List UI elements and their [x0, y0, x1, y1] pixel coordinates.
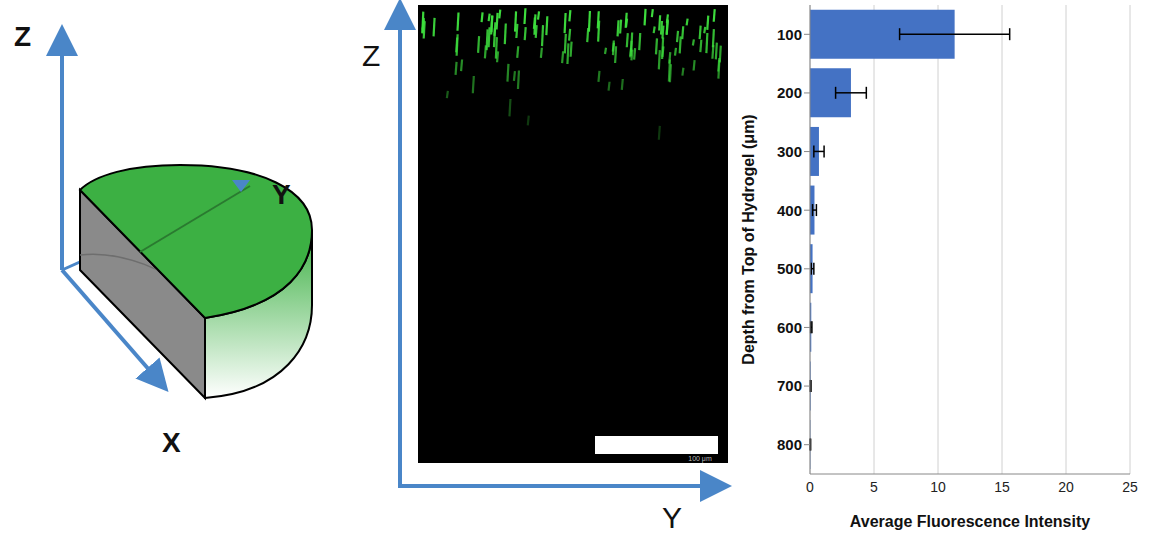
svg-text:200: 200 [777, 84, 802, 101]
svg-text:Y: Y [272, 179, 291, 210]
svg-text:Z: Z [14, 21, 31, 52]
svg-text:600: 600 [777, 319, 802, 336]
svg-text:300: 300 [777, 143, 802, 160]
svg-text:5: 5 [870, 479, 878, 495]
svg-text:15: 15 [994, 479, 1010, 495]
svg-text:700: 700 [777, 377, 802, 394]
svg-text:20: 20 [1058, 479, 1074, 495]
svg-text:500: 500 [777, 260, 802, 277]
svg-text:400: 400 [777, 202, 802, 219]
svg-text:Y: Y [662, 501, 682, 534]
svg-text:0: 0 [806, 479, 814, 495]
svg-text:100: 100 [777, 26, 802, 43]
svg-text:Average Fluorescence Intensity: Average Fluorescence Intensity [850, 513, 1090, 530]
svg-text:25: 25 [1122, 479, 1138, 495]
svg-text:10: 10 [930, 479, 946, 495]
svg-text:X: X [162, 427, 181, 458]
svg-text:Depth from Top of Hydrogel (μm: Depth from Top of Hydrogel (μm) [740, 114, 757, 364]
svg-text:800: 800 [777, 436, 802, 453]
svg-text:Z: Z [362, 39, 380, 72]
svg-text:100 μm: 100 μm [688, 455, 712, 463]
